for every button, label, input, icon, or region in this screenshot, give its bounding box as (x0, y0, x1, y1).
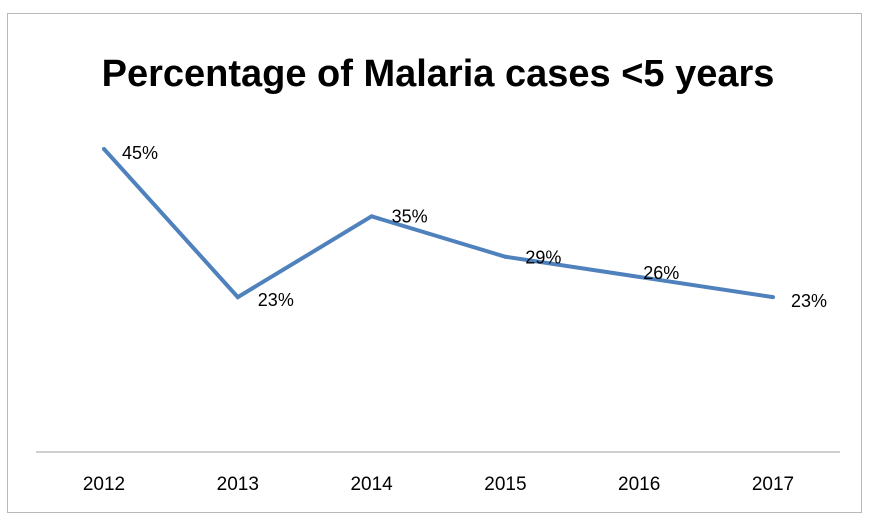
x-tick-label: 2016 (618, 474, 660, 495)
data-point (369, 214, 374, 219)
data-point (503, 254, 508, 259)
chart-frame (7, 13, 862, 513)
chart-title: Percentage of Malaria cases <5 years (102, 53, 775, 95)
x-tick-label: 2015 (484, 474, 526, 495)
data-point (771, 295, 775, 300)
x-tick-labels-layer: 2012 2013 2014 2015 2016 2017 (83, 474, 794, 495)
data-label: 26% (643, 263, 679, 283)
x-tick-label: 2014 (350, 474, 393, 495)
series-layer (102, 147, 775, 300)
data-labels-layer: 45% 23% 35% 29% 26% 23% (122, 143, 827, 311)
x-tick-label: 2012 (83, 474, 125, 495)
data-label: 45% (122, 143, 158, 163)
data-label: 29% (525, 248, 561, 268)
data-point (235, 295, 240, 300)
x-tick-label: 2013 (217, 474, 259, 495)
data-label: 23% (791, 291, 827, 311)
data-point (102, 147, 106, 151)
data-label: 23% (258, 290, 294, 310)
data-label: 35% (392, 206, 428, 226)
x-tick-label: 2017 (752, 474, 794, 495)
series-line (102, 147, 774, 300)
data-point (637, 274, 642, 279)
